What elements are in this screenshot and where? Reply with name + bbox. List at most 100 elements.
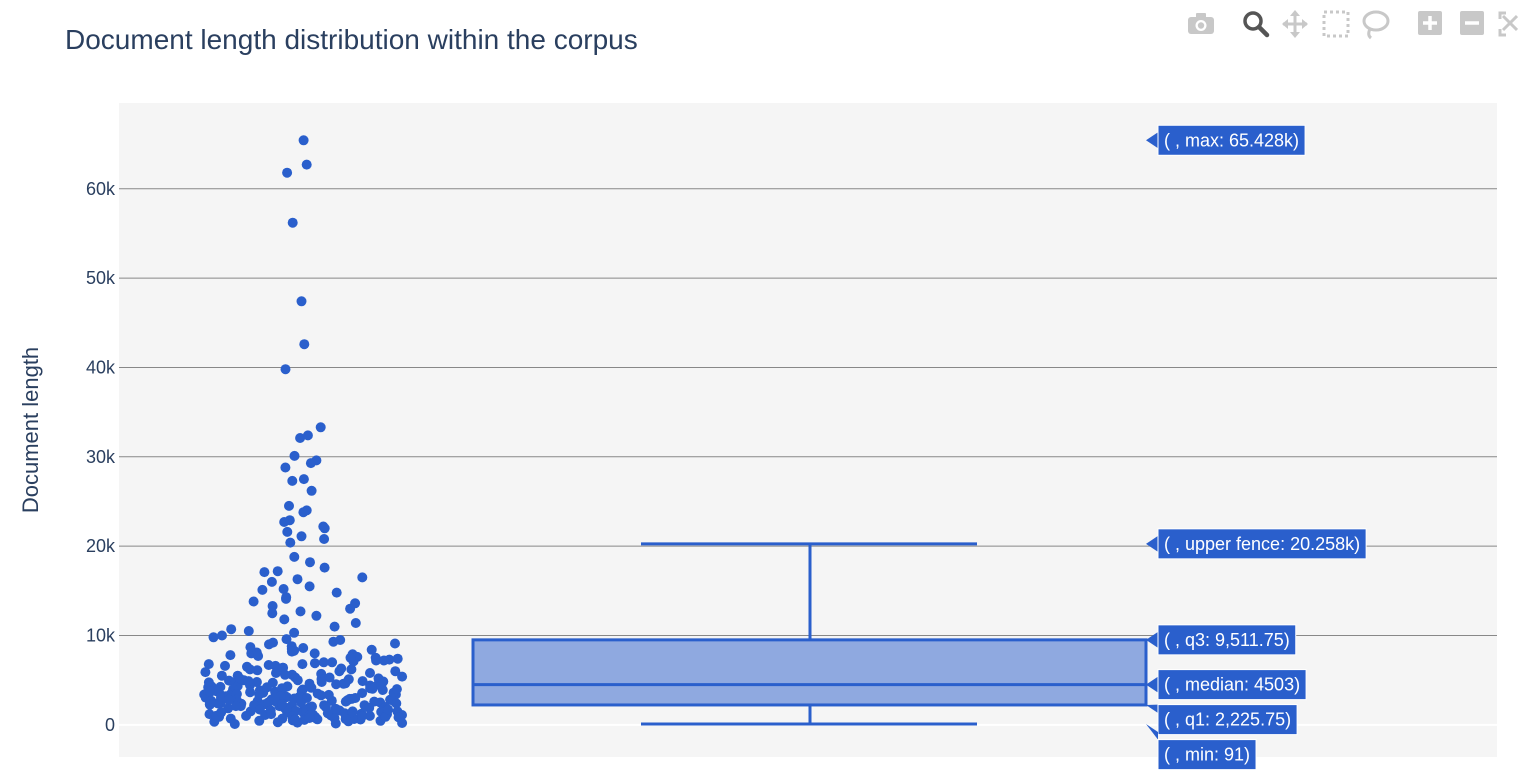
data-point [271, 668, 281, 678]
data-point [266, 694, 277, 705]
data-point [215, 681, 226, 692]
data-point [290, 706, 301, 716]
data-point [245, 687, 256, 698]
camera-icon[interactable] [1188, 13, 1214, 34]
data-point [304, 581, 315, 592]
hover-label-text: ( , upper fence: 20.258k) [1164, 534, 1360, 554]
hover-label-q1: ( , q1: 2,225.75) [1146, 704, 1298, 736]
data-point [292, 574, 303, 585]
data-point [302, 430, 313, 441]
data-point [356, 708, 367, 719]
autoscale-icon[interactable] [1498, 11, 1518, 37]
hover-label-text: ( , min: 91) [1164, 745, 1250, 765]
box-iqr [471, 638, 1148, 707]
data-point [378, 703, 389, 714]
data-point [206, 695, 216, 706]
y-axis-label: Document length [18, 347, 43, 513]
data-point [254, 685, 265, 696]
zoom-out-icon[interactable] [1460, 11, 1484, 35]
data-point [376, 706, 387, 717]
data-point [200, 692, 211, 703]
data-point [309, 658, 320, 669]
data-point [289, 693, 300, 704]
data-point [224, 675, 234, 686]
data-point [277, 713, 288, 724]
data-point [382, 709, 392, 720]
data-point [392, 706, 403, 717]
data-point [304, 702, 315, 713]
data-point [265, 705, 276, 716]
zoom-icon[interactable] [1243, 11, 1270, 38]
data-point [268, 637, 278, 648]
data-point [311, 610, 322, 621]
data-point [290, 714, 301, 725]
data-point [284, 515, 295, 526]
data-point [270, 660, 281, 671]
data-point [279, 690, 290, 701]
data-point [246, 648, 257, 659]
data-point [283, 702, 294, 713]
data-point [225, 713, 236, 724]
data-point [277, 699, 287, 710]
data-point [260, 710, 271, 720]
data-point [335, 635, 346, 645]
data-point [343, 716, 354, 727]
data-point [349, 714, 360, 724]
data-point [279, 614, 290, 625]
data-point [277, 662, 288, 673]
data-point [209, 716, 220, 727]
data-point [357, 711, 367, 722]
data-point [266, 709, 277, 720]
data-point [346, 693, 357, 704]
data-point [296, 531, 307, 542]
zoom-in-icon[interactable] [1418, 11, 1442, 35]
data-point [292, 675, 303, 686]
data-point [241, 710, 252, 721]
data-point [252, 696, 263, 707]
data-point [320, 702, 331, 712]
data-point [204, 699, 215, 710]
pan-icon[interactable] [1282, 10, 1308, 38]
data-point [301, 505, 312, 516]
y-tick-label: 40k [86, 357, 116, 377]
box-select-icon[interactable] [1322, 10, 1350, 38]
data-point [379, 655, 389, 666]
data-point [297, 684, 308, 695]
data-point [301, 693, 312, 703]
lasso-icon[interactable] [1362, 10, 1390, 40]
data-point [316, 668, 327, 679]
data-point [298, 474, 309, 485]
data-point [199, 689, 210, 700]
data-point [319, 562, 330, 573]
data-point [310, 712, 321, 722]
data-point [245, 680, 255, 691]
data-point [272, 566, 283, 577]
data-point [357, 572, 368, 583]
data-point [287, 711, 298, 722]
data-point [292, 717, 303, 728]
box-plot [471, 542, 1148, 726]
data-point [289, 551, 300, 562]
data-point [298, 704, 309, 715]
data-point [348, 656, 359, 667]
data-point [328, 636, 339, 647]
data-point [220, 660, 230, 671]
data-point [214, 711, 225, 722]
data-point [231, 689, 242, 699]
data-point [298, 643, 309, 653]
data-point [226, 688, 237, 699]
data-point [385, 694, 396, 705]
data-point [393, 712, 404, 723]
data-point [289, 450, 300, 461]
data-point [258, 687, 269, 698]
data-point [243, 676, 254, 687]
data-point [383, 704, 394, 715]
data-point [340, 678, 351, 689]
data-point [267, 677, 278, 688]
data-point [226, 624, 237, 635]
data-point [304, 713, 315, 723]
data-point [281, 703, 292, 714]
data-point [263, 660, 274, 670]
data-point [272, 717, 283, 728]
